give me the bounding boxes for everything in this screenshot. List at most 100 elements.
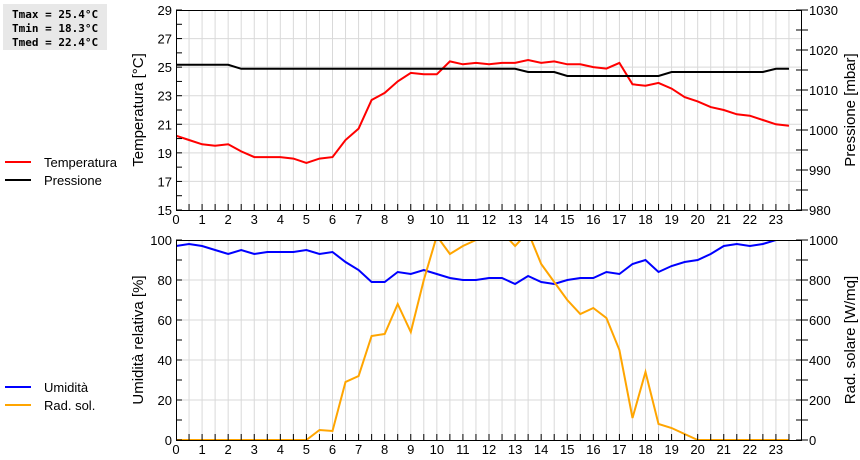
legend-swatch-icon — [5, 161, 31, 163]
series-line-pressione — [176, 63, 789, 77]
y-tick-label: 23 — [158, 89, 172, 104]
y-right-tick-label: 1000 — [809, 233, 838, 248]
x-tick-label: 18 — [638, 212, 652, 227]
legend-swatch-icon — [5, 179, 31, 181]
y-right-tick-label: 600 — [809, 313, 831, 328]
x-tick-label: 1 — [198, 212, 205, 227]
y-right-tick-label: 200 — [809, 393, 831, 408]
legend-swatch-icon — [5, 404, 31, 406]
y-right-axis-label: Rad. solare [W/mq] — [842, 276, 859, 404]
y-tick-label: 15 — [158, 203, 172, 218]
x-tick-label: 20 — [690, 442, 704, 457]
x-tick-label: 6 — [329, 442, 336, 457]
x-tick-label: 14 — [534, 442, 548, 457]
legend-bottom: Umidità Rad. sol. — [5, 378, 95, 414]
legend-top: Temperatura Pressione — [5, 153, 117, 189]
x-tick-label: 8 — [381, 442, 388, 457]
y-right-tick-label: 400 — [809, 353, 831, 368]
x-tick-label: 9 — [407, 442, 414, 457]
tmax-label: Tmax = 25.4°C — [12, 8, 99, 21]
x-tick-label: 10 — [430, 212, 444, 227]
y-right-tick-label: 1010 — [809, 83, 838, 98]
y-axis-label: Umidità relativa [%] — [130, 275, 147, 404]
series-line-umidit- — [176, 240, 789, 286]
x-tick-label: 2 — [225, 442, 232, 457]
x-tick-label: 19 — [664, 442, 678, 457]
x-tick-label: 20 — [690, 212, 704, 227]
x-tick-label: 21 — [717, 212, 731, 227]
x-tick-label: 0 — [172, 212, 179, 227]
y-right-tick-label: 1030 — [809, 3, 838, 18]
x-tick-label: 7 — [355, 442, 362, 457]
y-tick-label: 80 — [158, 273, 172, 288]
x-tick-label: 9 — [407, 212, 414, 227]
x-tick-label: 1 — [198, 442, 205, 457]
x-tick-label: 12 — [482, 442, 496, 457]
x-tick-label: 3 — [251, 212, 258, 227]
stats-box: Tmax = 25.4°C Tmin = 18.3°C Tmed = 22.4°… — [3, 4, 107, 50]
legend-item-temperatura: Temperatura — [5, 153, 117, 171]
y-tick-label: 20 — [158, 393, 172, 408]
y-tick-label: 0 — [165, 433, 172, 448]
y-tick-label: 100 — [150, 233, 172, 248]
x-tick-label: 2 — [225, 212, 232, 227]
x-tick-label: 3 — [251, 442, 258, 457]
y-tick-label: 25 — [158, 60, 172, 75]
y-tick-label: 60 — [158, 313, 172, 328]
y-axis-label: Temperatura [°C] — [130, 53, 147, 167]
legend-item-umidita: Umidità — [5, 378, 95, 396]
x-tick-label: 0 — [172, 442, 179, 457]
legend-label: Umidità — [44, 379, 89, 395]
x-tick-label: 10 — [430, 442, 444, 457]
series-line-temperatura — [176, 58, 790, 164]
y-tick-label: 17 — [158, 174, 172, 189]
y-tick-label: 29 — [158, 3, 172, 18]
x-tick-label: 13 — [508, 442, 522, 457]
x-tick-label: 12 — [482, 212, 496, 227]
x-tick-label: 11 — [456, 442, 470, 457]
x-tick-label: 13 — [508, 212, 522, 227]
x-tick-label: 16 — [586, 212, 600, 227]
chart-panel-1: 0 1 2 3 4 5 6 7 8 9 10 11 12 13 14 15 16 17 18 19 20 21 22 2315… — [130, 3, 859, 227]
x-tick-label: 4 — [277, 212, 284, 227]
x-tick-label: 5 — [303, 212, 310, 227]
x-tick-label: 17 — [612, 442, 626, 457]
tmin-label: Tmin = 18.3°C — [12, 22, 99, 35]
x-tick-label: 21 — [717, 442, 731, 457]
legend-item-rad-sol: Rad. sol. — [5, 396, 95, 414]
x-tick-label: 6 — [329, 212, 336, 227]
y-right-tick-label: 980 — [809, 203, 831, 218]
y-right-axis-label: Pressione [mbar] — [842, 53, 859, 166]
chart-panel-2: 0 1 2 3 4 5 6 7 8 9 10 11 12 13 14 15 16 17 18 19 20 21 22 2302… — [130, 233, 859, 457]
legend-swatch-icon — [5, 386, 31, 388]
legend-item-pressione: Pressione — [5, 171, 117, 189]
y-right-tick-label: 1000 — [809, 123, 838, 138]
x-tick-label: 18 — [638, 442, 652, 457]
x-tick-label: 15 — [560, 212, 574, 227]
y-tick-label: 40 — [158, 353, 172, 368]
x-tick-label: 15 — [560, 442, 574, 457]
y-tick-label: 21 — [158, 117, 172, 132]
x-tick-label: 11 — [456, 212, 470, 227]
legend-label: Pressione — [44, 172, 102, 188]
x-tick-label: 7 — [355, 212, 362, 227]
x-tick-label: 19 — [664, 212, 678, 227]
x-tick-label: 23 — [769, 212, 783, 227]
y-tick-label: 19 — [158, 146, 172, 161]
legend-label: Rad. sol. — [44, 397, 96, 413]
x-tick-label: 8 — [381, 212, 388, 227]
series-line-rad-sol- — [176, 240, 789, 440]
x-tick-label: 22 — [743, 442, 757, 457]
y-right-tick-label: 800 — [809, 273, 831, 288]
x-tick-label: 17 — [612, 212, 626, 227]
x-tick-label: 22 — [743, 212, 757, 227]
x-tick-label: 5 — [303, 442, 310, 457]
y-right-tick-label: 0 — [809, 433, 816, 448]
legend-label: Temperatura — [44, 154, 117, 170]
y-right-tick-label: 1020 — [809, 43, 838, 58]
x-tick-label: 16 — [586, 442, 600, 457]
tmed-label: Tmed = 22.4°C — [12, 36, 99, 49]
x-tick-label: 23 — [769, 442, 783, 457]
x-tick-label: 14 — [534, 212, 548, 227]
